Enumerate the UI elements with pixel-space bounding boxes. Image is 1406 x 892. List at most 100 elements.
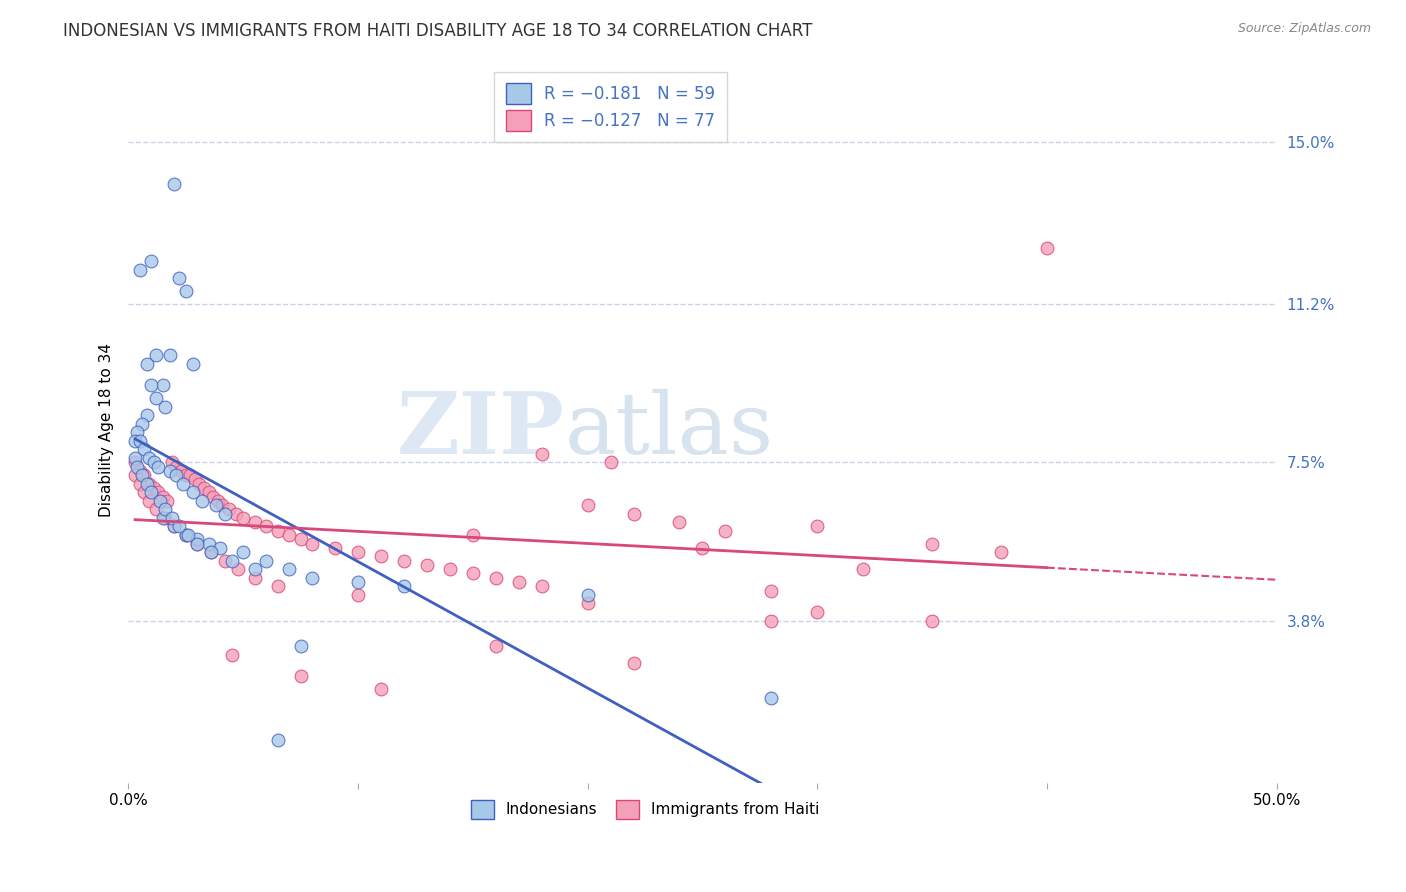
Point <box>692 541 714 555</box>
Point <box>200 545 222 559</box>
Point <box>134 468 156 483</box>
Point <box>761 614 783 628</box>
Point <box>163 519 186 533</box>
Point <box>181 357 204 371</box>
Point <box>278 528 301 542</box>
Point <box>166 459 188 474</box>
Point <box>159 348 181 362</box>
Point <box>623 657 645 671</box>
Point <box>177 528 200 542</box>
Point <box>921 614 943 628</box>
Point <box>202 490 225 504</box>
Point <box>232 545 254 559</box>
Point <box>806 605 828 619</box>
Point <box>347 575 370 590</box>
Point <box>254 554 277 568</box>
Point <box>221 554 243 568</box>
Point <box>761 690 783 705</box>
Point <box>347 588 370 602</box>
Point <box>163 519 186 533</box>
Y-axis label: Disability Age 18 to 34: Disability Age 18 to 34 <box>100 343 114 517</box>
Text: ZIP: ZIP <box>396 388 565 472</box>
Point <box>174 528 197 542</box>
Point <box>146 459 169 474</box>
Point <box>186 536 208 550</box>
Point <box>301 571 323 585</box>
Point <box>172 476 194 491</box>
Point <box>153 400 176 414</box>
Point <box>131 468 153 483</box>
Point <box>266 733 288 747</box>
Point <box>852 562 875 576</box>
Point <box>160 455 183 469</box>
Point <box>167 519 190 533</box>
Point <box>921 536 943 550</box>
Point <box>170 464 193 478</box>
Point <box>806 519 828 533</box>
Point <box>134 442 156 457</box>
Point <box>145 348 167 362</box>
Point <box>152 490 174 504</box>
Point <box>135 357 157 371</box>
Point <box>266 524 288 538</box>
Point <box>278 562 301 576</box>
Point <box>214 554 236 568</box>
Point <box>214 507 236 521</box>
Point <box>485 639 508 653</box>
Point <box>152 511 174 525</box>
Point <box>149 493 172 508</box>
Point <box>207 493 229 508</box>
Point <box>193 481 215 495</box>
Point <box>135 409 157 423</box>
Point <box>179 468 201 483</box>
Point <box>131 417 153 431</box>
Point <box>370 549 392 564</box>
Point <box>323 541 346 555</box>
Point <box>254 519 277 533</box>
Point <box>145 502 167 516</box>
Point <box>416 558 439 572</box>
Point <box>135 476 157 491</box>
Point <box>153 511 176 525</box>
Point <box>266 579 288 593</box>
Point <box>128 464 150 478</box>
Point <box>184 472 207 486</box>
Point <box>174 528 197 542</box>
Point <box>141 254 163 268</box>
Point <box>188 476 211 491</box>
Point <box>243 562 266 576</box>
Point <box>209 541 232 555</box>
Point <box>243 571 266 585</box>
Point <box>1036 242 1059 256</box>
Point <box>156 493 179 508</box>
Point <box>174 468 197 483</box>
Legend: Indonesians, Immigrants from Haiti: Indonesians, Immigrants from Haiti <box>464 794 825 825</box>
Point <box>508 575 530 590</box>
Point <box>128 476 150 491</box>
Point <box>138 476 160 491</box>
Point <box>138 493 160 508</box>
Point <box>128 434 150 448</box>
Point <box>181 485 204 500</box>
Point <box>163 178 186 192</box>
Point <box>243 515 266 529</box>
Text: Source: ZipAtlas.com: Source: ZipAtlas.com <box>1237 22 1371 36</box>
Point <box>576 588 599 602</box>
Point <box>152 378 174 392</box>
Point <box>127 425 149 440</box>
Point <box>290 639 312 653</box>
Point <box>159 464 181 478</box>
Point <box>530 579 553 593</box>
Point <box>576 498 599 512</box>
Point <box>290 669 312 683</box>
Point <box>714 524 737 538</box>
Point <box>623 507 645 521</box>
Point <box>197 485 219 500</box>
Point <box>124 434 146 448</box>
Point <box>197 536 219 550</box>
Point <box>461 528 484 542</box>
Point <box>141 378 163 392</box>
Point <box>370 681 392 696</box>
Point <box>190 493 212 508</box>
Point <box>761 583 783 598</box>
